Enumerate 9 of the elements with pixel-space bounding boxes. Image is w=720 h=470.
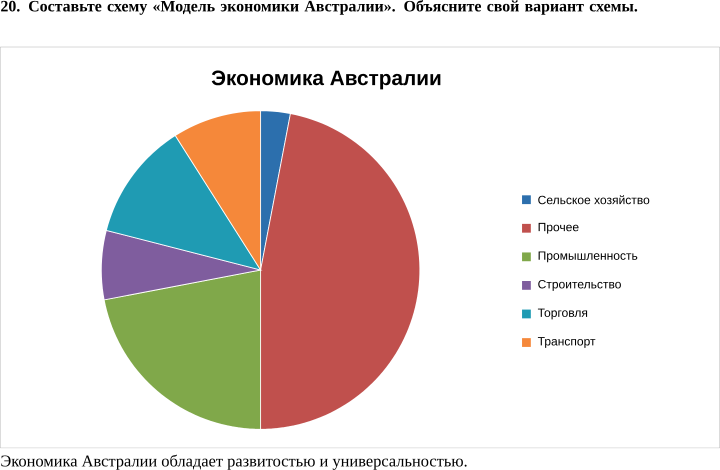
text: 20. Составьте схему «Модель экономики Австралии». Объясните свой вариант схемы.	[1, 0, 638, 15]
legend-label: Сельское хозяйство	[538, 195, 650, 204]
legend-label: Промышленность	[538, 251, 638, 262]
legend-label: Прочее	[538, 222, 579, 234]
legend-label: Транспорт	[538, 337, 596, 348]
legend-label: Торговля	[538, 308, 588, 320]
chart-title: Экономика Австралии	[212, 70, 440, 90]
legend-label: Строительство	[538, 280, 621, 291]
text: Экономика Австралии обладает развитостью и универсальностью.	[1, 454, 467, 470]
